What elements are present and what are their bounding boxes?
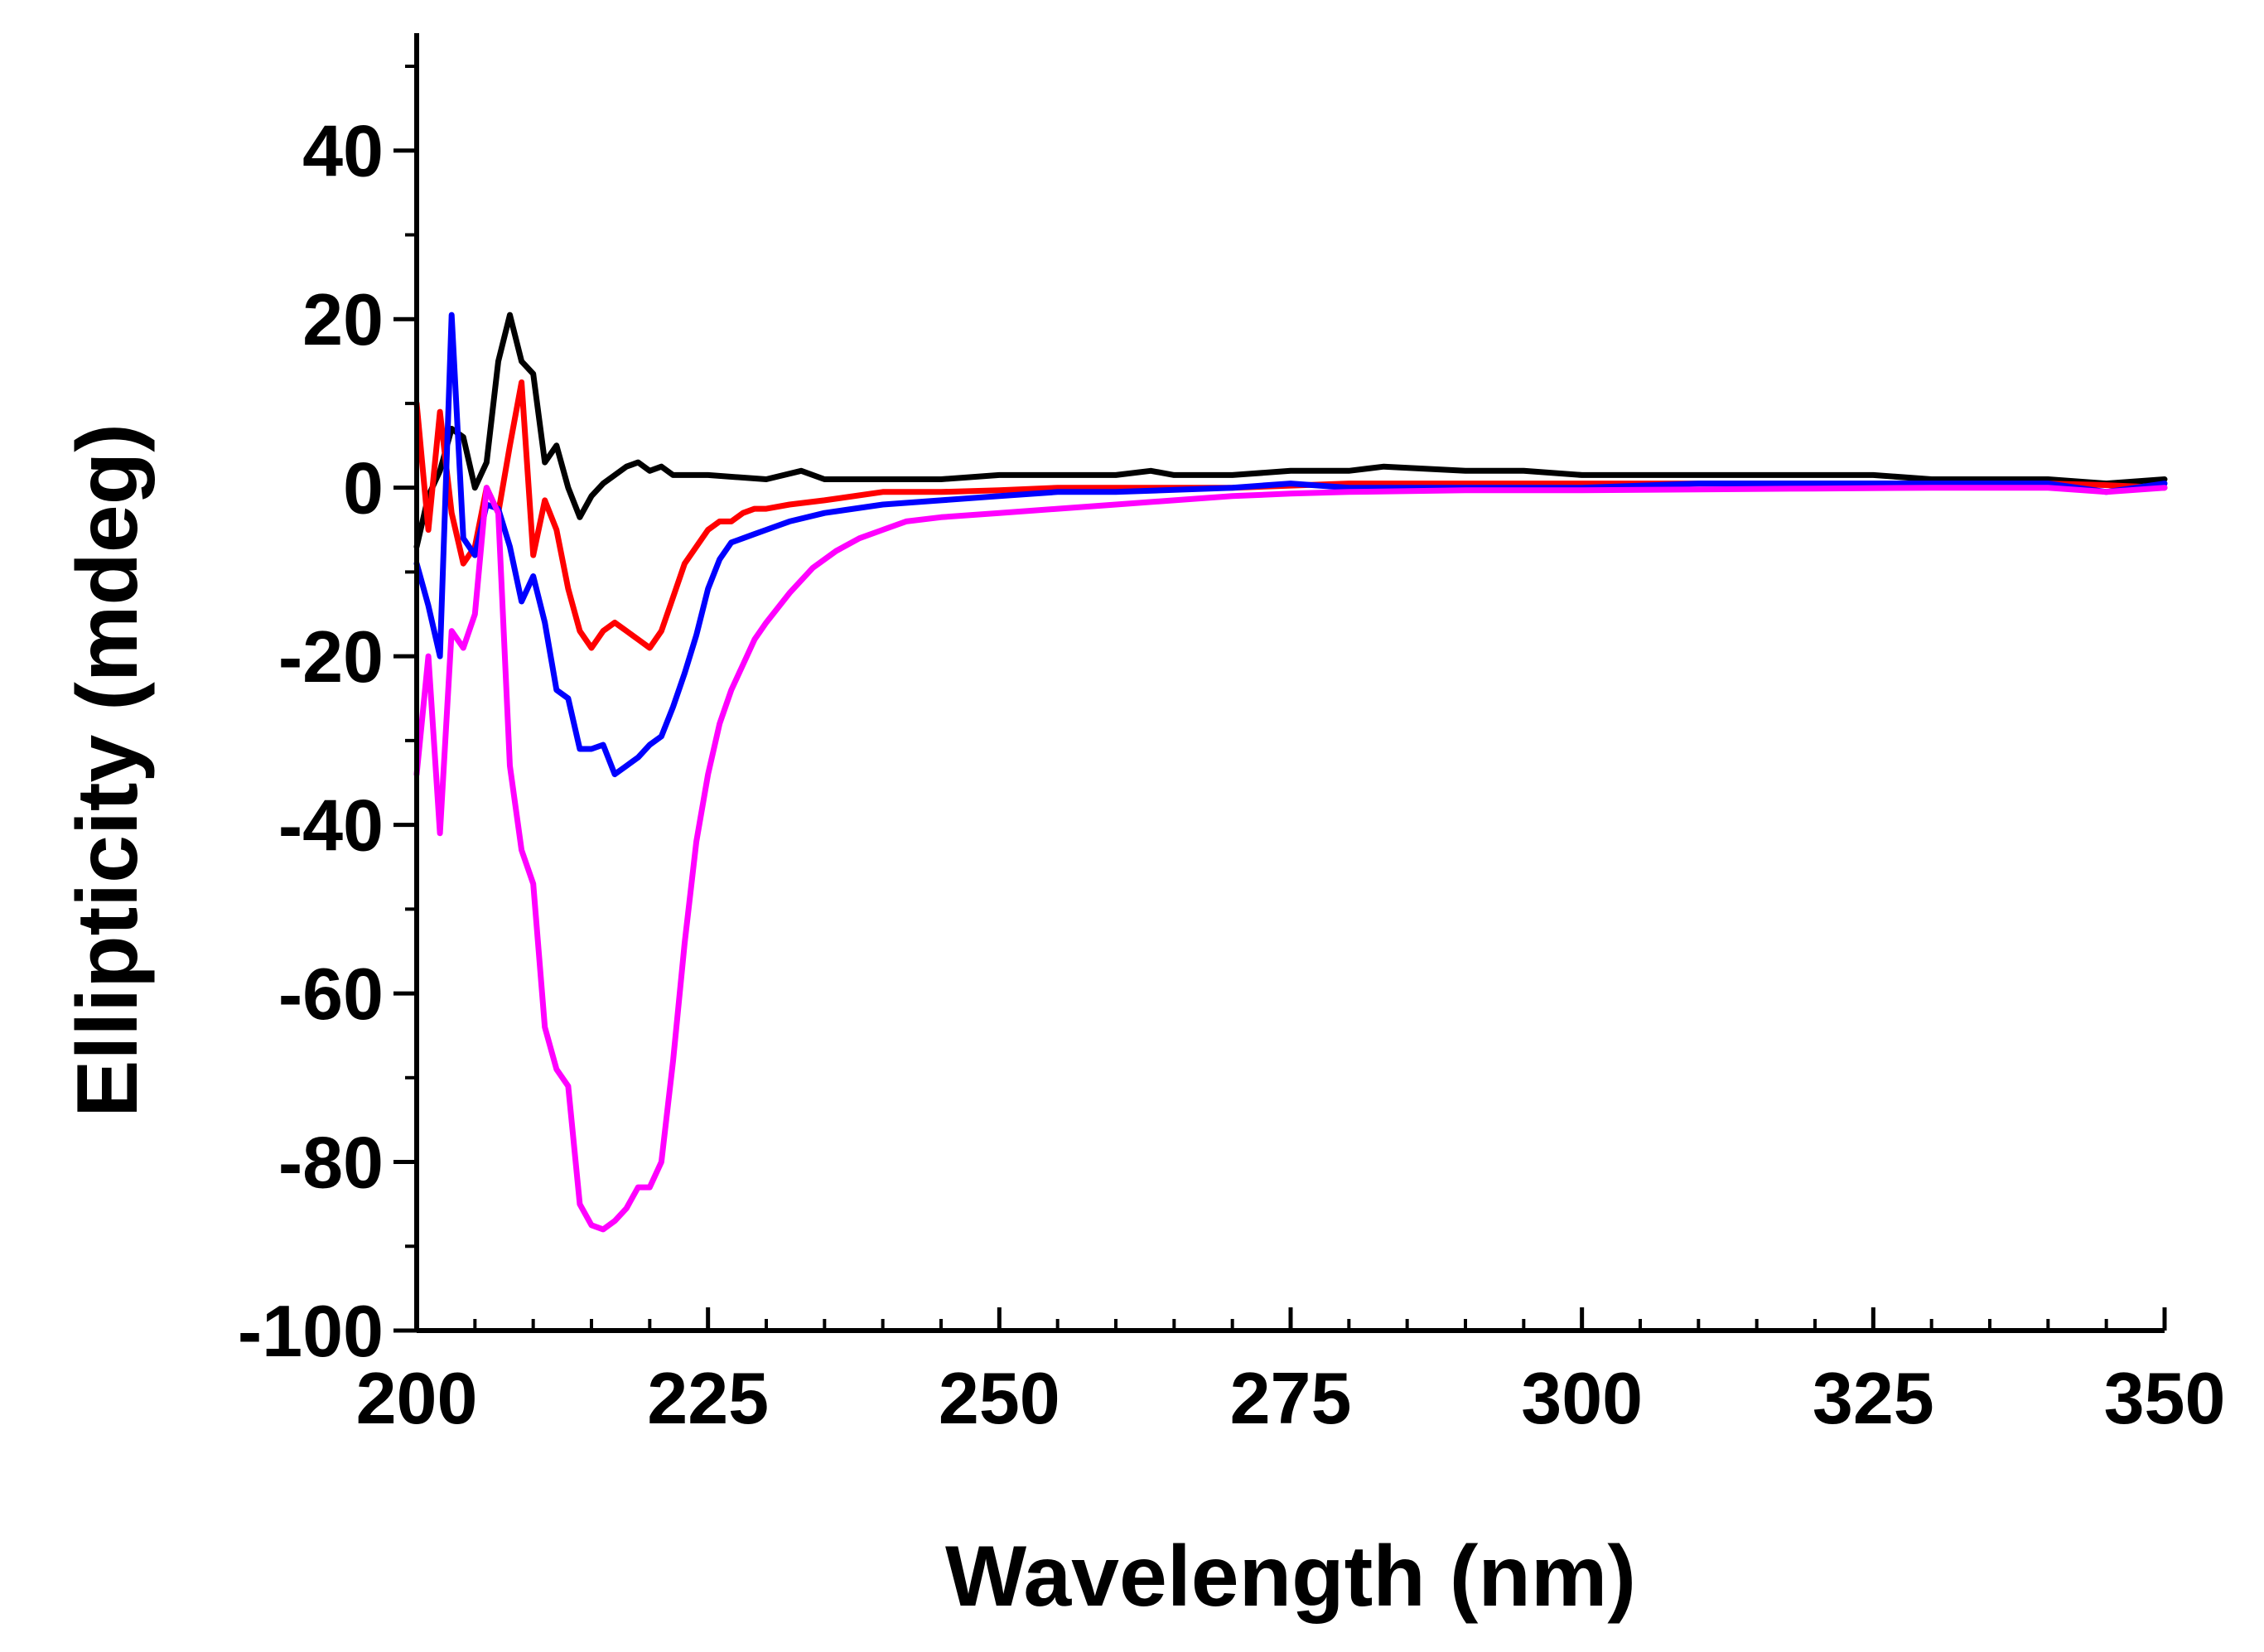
series-line-black [413,312,2168,550]
x-tick-label: 300 [1521,1357,1643,1439]
y-tick-label: -80 [278,1122,384,1204]
x-tick-label: 350 [2104,1357,2226,1439]
y-tick-label: 20 [302,278,384,360]
x-axis-title: Wavelength (nm) [945,1529,1636,1625]
series-line-blue [413,312,2168,778]
x-tick-label: 200 [356,1357,478,1439]
x-tick-label: 225 [647,1357,769,1439]
y-tick-label: -20 [278,616,384,698]
x-tick-label: 275 [1230,1357,1352,1439]
y-axis-title: Ellipticity (mdeg) [60,423,156,1118]
y-tick-label: -40 [278,785,384,867]
y-tick-label: -100 [238,1290,384,1372]
y-tick-label: 40 [302,110,384,192]
series-line-red [413,379,2168,651]
ticks-layer: 200 225 250 275 300 325 350 -100 -80 -60 -40 -20 0 20… [238,65,2226,1439]
y-tick-label: -60 [278,953,384,1035]
x-tick-label: 250 [939,1357,1060,1439]
series-layer [413,312,2168,1233]
series-line-magenta [413,485,2168,1233]
x-tick-label: 325 [1813,1357,1934,1439]
y-tick-label: 0 [343,447,384,529]
